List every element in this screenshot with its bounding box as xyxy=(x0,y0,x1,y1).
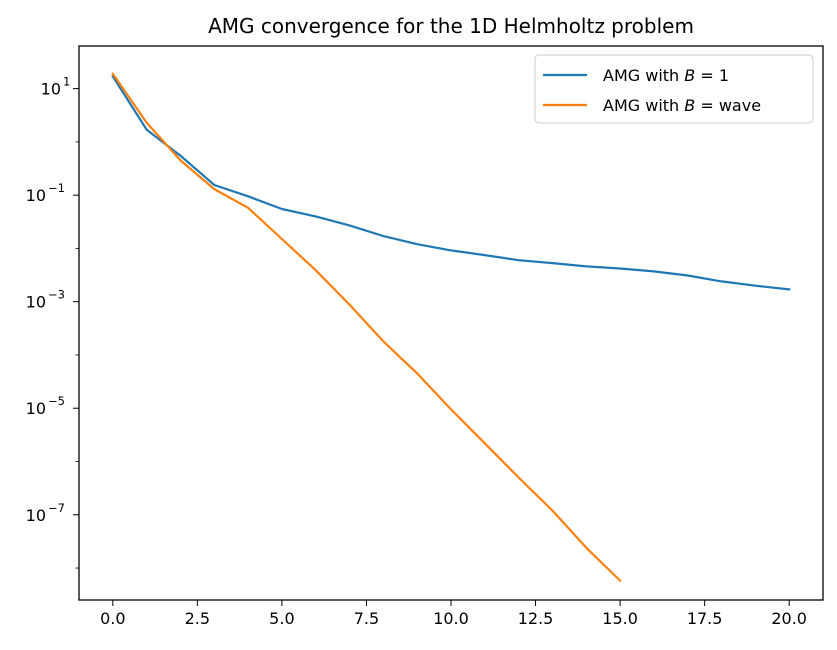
y-tick-exponent: −5 xyxy=(48,394,65,408)
y-tick-base: 10 xyxy=(26,399,46,418)
legend-label-part: B xyxy=(684,96,695,115)
y-tick-base: 10 xyxy=(26,506,46,525)
x-tick-label: 5.0 xyxy=(269,609,294,628)
x-tick-label: 15.0 xyxy=(602,609,638,628)
y-tick-exponent: −1 xyxy=(48,181,65,195)
series-line-2 xyxy=(111,72,622,583)
legend-item: AMG with B = 1 xyxy=(543,66,729,85)
legend-label-part: = 1 xyxy=(695,66,729,85)
y-tick-label: 10 −5 xyxy=(26,394,65,418)
legend-label-part: AMG with xyxy=(603,96,684,115)
x-tick-label: 7.5 xyxy=(354,609,379,628)
legend-label-part: AMG with xyxy=(603,66,684,85)
plot-lines xyxy=(111,72,791,583)
x-tick-label: 12.5 xyxy=(518,609,554,628)
legend-box xyxy=(534,54,814,124)
legend-label-part: B xyxy=(684,66,695,85)
y-tick-exponent: −7 xyxy=(48,501,65,515)
y-tick-base: 10 xyxy=(41,80,61,99)
legend-item: AMG with B = wave xyxy=(543,96,761,115)
y-tick-base: 10 xyxy=(26,293,46,312)
x-tick-label: 10.0 xyxy=(433,609,469,628)
series-line-1 xyxy=(111,74,791,291)
legend-label: AMG with B = 1 xyxy=(603,66,729,85)
x-tick-label: 17.5 xyxy=(687,609,723,628)
x-tick-label: 20.0 xyxy=(771,609,807,628)
y-tick-label: 10 −1 xyxy=(26,181,65,205)
y-tick-exponent: 1 xyxy=(63,75,70,89)
chart-title: AMG convergence for the 1D Helmholtz pro… xyxy=(208,14,694,38)
x-tick-label: 0.0 xyxy=(100,609,125,628)
legend-label-part: = wave xyxy=(695,96,761,115)
x-tick-label: 2.5 xyxy=(185,609,210,628)
y-tick-label: 10 −3 xyxy=(26,288,65,312)
y-tick-exponent: −3 xyxy=(48,288,65,302)
y-tick-label: 10 1 xyxy=(41,75,71,99)
x-axis: 0.0 2.5 5.0 7.5 10.0 12.5 15.0 17.5 20.0 xyxy=(100,600,807,628)
y-tick-label: 10 −7 xyxy=(26,501,65,525)
legend-label: AMG with B = wave xyxy=(603,96,761,115)
y-tick-base: 10 xyxy=(26,186,46,205)
